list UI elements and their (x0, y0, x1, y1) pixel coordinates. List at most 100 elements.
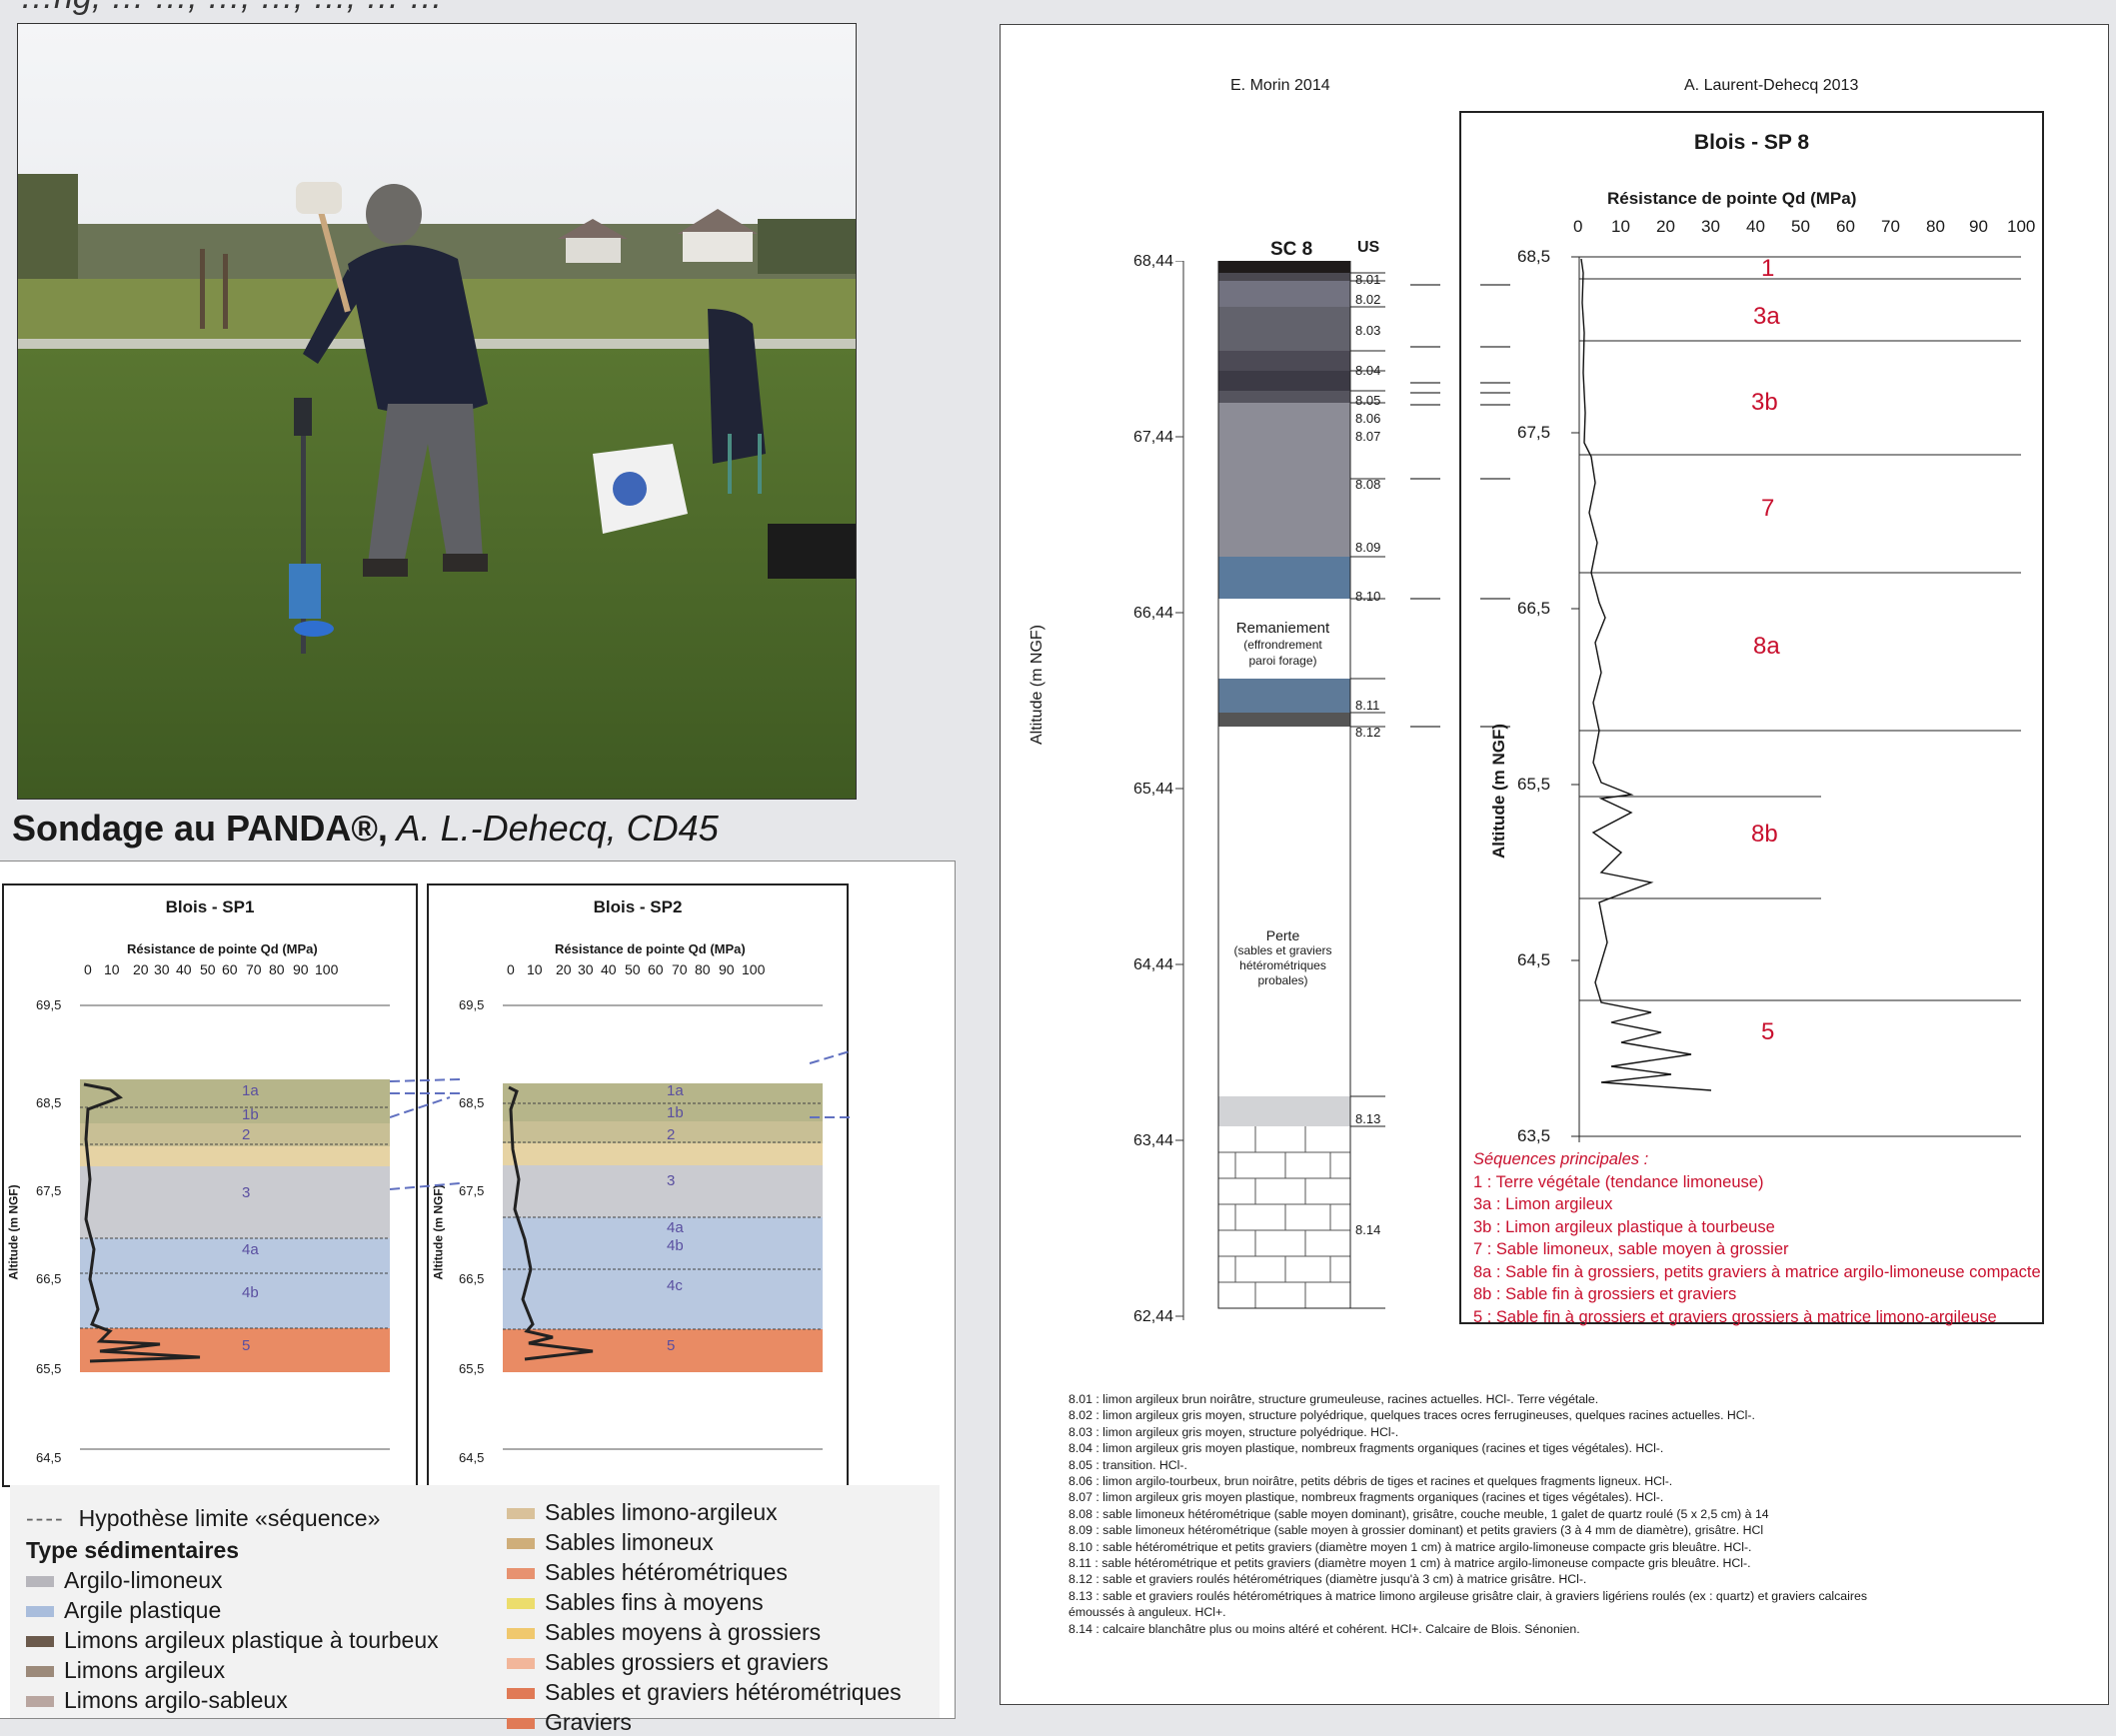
legend: ---- Hypothèse limite «séquence» Type séd… (10, 1485, 940, 1735)
legend-item: Sables fins à moyens (507, 1589, 764, 1616)
photo-caption: Sondage au PANDA®, A. L.-Dehecq, CD45 (12, 808, 719, 849)
legend-item: Sables hétérométriques (507, 1559, 788, 1586)
us-label: 8.13 (1355, 1111, 1381, 1126)
sp1-ytick: 65,5 (36, 1361, 62, 1376)
sequence-heading: Séquences principales : (1473, 1150, 1649, 1168)
author-left: E. Morin 2014 (1230, 77, 1330, 94)
left-ytick: 64,44 (1133, 956, 1174, 973)
sp1-chart: Blois - SP1 Résistance de pointe Qd (MPa… (2, 883, 418, 1487)
sp1-layer-label: 3 (242, 1184, 251, 1201)
log-column (1175, 261, 1385, 1320)
sp2-layer-label: 1b (667, 1104, 684, 1121)
sp8-ytick: 67,5 (1517, 423, 1551, 442)
sp8-chart: Blois - SP 8 Résistance de pointe Qd (MP… (1459, 111, 2044, 1326)
left-ytick: 66,44 (1133, 605, 1174, 622)
sp2-xtick: 100 (742, 961, 766, 977)
sp1-layer-label: 5 (242, 1337, 251, 1354)
sp8-ytick: 65,5 (1517, 775, 1551, 794)
sp1-xtick: 80 (269, 961, 285, 977)
us-label: 8.08 (1355, 477, 1381, 492)
us-description: 8.01 : limon argileux brun noirâtre, str… (1068, 1392, 1599, 1406)
sp1-xtick: 60 (222, 961, 238, 977)
sp2-layer-label: 5 (667, 1337, 676, 1354)
sp1-xtick: 100 (315, 961, 339, 977)
us-label: 8.05 (1355, 393, 1381, 408)
us-description: émoussés à anguleux. HCl+. (1068, 1605, 1226, 1620)
legend-item: Graviers (507, 1709, 632, 1736)
legend-item: Sables moyens à grossiers (507, 1619, 821, 1646)
sp8-xtick: 40 (1746, 217, 1765, 236)
sp8-layer-label: 3a (1753, 303, 1780, 330)
sp2-ytick: 69,5 (459, 997, 485, 1012)
sp8-xtick: 10 (1611, 217, 1630, 236)
sp8-plot (1571, 256, 2021, 1142)
sp1-title: Blois - SP1 (165, 897, 255, 916)
sequence-item: 3b : Limon argileux plastique à tourbeus… (1473, 1217, 1775, 1236)
sp8-layer-label: 3b (1751, 389, 1778, 416)
sp8-xtick: 70 (1881, 217, 1900, 236)
sp2-xtick: 70 (672, 961, 688, 977)
us-description: 8.11 : sable hétérométrique et petits gr… (1068, 1556, 1751, 1571)
sp8-ytick: 64,5 (1517, 950, 1551, 969)
left-ylabel: Altitude (m NGF) (1029, 624, 1046, 745)
sp8-layer-label: 1 (1761, 255, 1775, 282)
sp1-axis-title: Résistance de pointe Qd (MPa) (127, 941, 318, 956)
us-descriptions: 8.01 : limon argileux brun noirâtre, str… (1068, 1391, 1867, 1637)
us-description: 8.08 : sable limoneux hétérométrique (sa… (1068, 1506, 1769, 1521)
sp1-layer-label: 4b (242, 1284, 259, 1301)
author-right: A. Laurent-Dehecq 2013 (1684, 77, 1859, 94)
us-description: 8.02 : limon argileux gris moyen, struct… (1068, 1408, 1755, 1423)
sp2-ytick: 65,5 (459, 1361, 485, 1376)
sp2-xtick: 30 (578, 961, 594, 977)
column-title: SC 8 (1270, 239, 1313, 260)
sp2-ytick: 66,5 (459, 1271, 485, 1286)
sp8-layer-label: 8b (1751, 821, 1778, 848)
sp2-ytick: 68,5 (459, 1095, 485, 1110)
sp1-plot (80, 1004, 390, 1450)
sp2-xtick: 60 (648, 961, 664, 977)
sp8-layer-label: 7 (1761, 495, 1775, 522)
sp8-xtick: 50 (1791, 217, 1810, 236)
sp1-xtick: 70 (246, 961, 262, 977)
legend-item: Sables limono-argileux (507, 1499, 778, 1526)
sp8-layer-label: 5 (1761, 1018, 1775, 1045)
sp8-xtick: 30 (1701, 217, 1720, 236)
us-description: 8.06 : limon argilo-tourbeux, brun noirâ… (1068, 1474, 1673, 1489)
sp2-layer-label: 4b (667, 1237, 684, 1254)
sp2-xtick: 50 (625, 961, 641, 977)
sp1-ytick: 64,5 (36, 1450, 62, 1465)
sequence-item: 7 : Sable limoneux, sable moyen à grossi… (1473, 1240, 1789, 1258)
sp1-layer-label: 1a (242, 1082, 259, 1099)
us-label: 8.01 (1355, 272, 1381, 287)
sp2-layer-label: 4c (667, 1277, 683, 1294)
sp2-layer-label: 4a (667, 1219, 684, 1236)
perte-label: Perte (sables et graviers hétérométriques p… (1233, 927, 1332, 988)
sp1-ytick: 66,5 (36, 1271, 62, 1286)
us-description: 8.13 : sable et graviers roulés hétéromé… (1068, 1588, 1867, 1603)
us-description: 8.05 : transition. HCl-. (1068, 1457, 1187, 1472)
sequence-item: 8b : Sable fin à grossiers et graviers (1473, 1285, 1737, 1303)
sp1-xtick: 10 (104, 961, 120, 977)
sp2-xtick: 20 (556, 961, 572, 977)
us-label: 8.04 (1355, 363, 1381, 378)
sp1-ylabel: Altitude (m NGF) (6, 1184, 21, 1280)
us-description: 8.14 : calcaire blanchâtre plus ou moins… (1068, 1621, 1580, 1636)
us-description: 8.10 : sable hétérométrique et petits gr… (1068, 1539, 1752, 1554)
sp2-title: Blois - SP2 (593, 897, 683, 916)
sp2-ytick: 67,5 (459, 1183, 485, 1198)
legend-item: Argilo-limoneux (26, 1567, 223, 1594)
sp-profiles-panel: Blois - SP1 Résistance de pointe Qd (MPa… (0, 861, 956, 1735)
sequence-item: 1 : Terre végétale (tendance limoneuse) (1473, 1172, 1764, 1191)
legend-item: Sables limoneux (507, 1529, 714, 1556)
us-label: 8.14 (1355, 1222, 1381, 1237)
us-description: 8.03 : limon argileux gris moyen, struct… (1068, 1424, 1399, 1439)
legend-dashed: ---- Hypothèse limite «séquence» (26, 1505, 381, 1531)
sp1-layer-label: 1b (242, 1106, 259, 1123)
sp1-xtick: 90 (293, 961, 309, 977)
sp1-layer-label: 2 (242, 1126, 251, 1143)
sp2-xtick: 90 (719, 961, 735, 977)
sp1-layer-label: 4a (242, 1241, 259, 1258)
us-description: 8.12 : sable et graviers roulés hétéromé… (1068, 1572, 1587, 1587)
us-description: 8.04 : limon argileux gris moyen plastiq… (1068, 1441, 1664, 1456)
sp1-ytick: 69,5 (36, 997, 62, 1012)
